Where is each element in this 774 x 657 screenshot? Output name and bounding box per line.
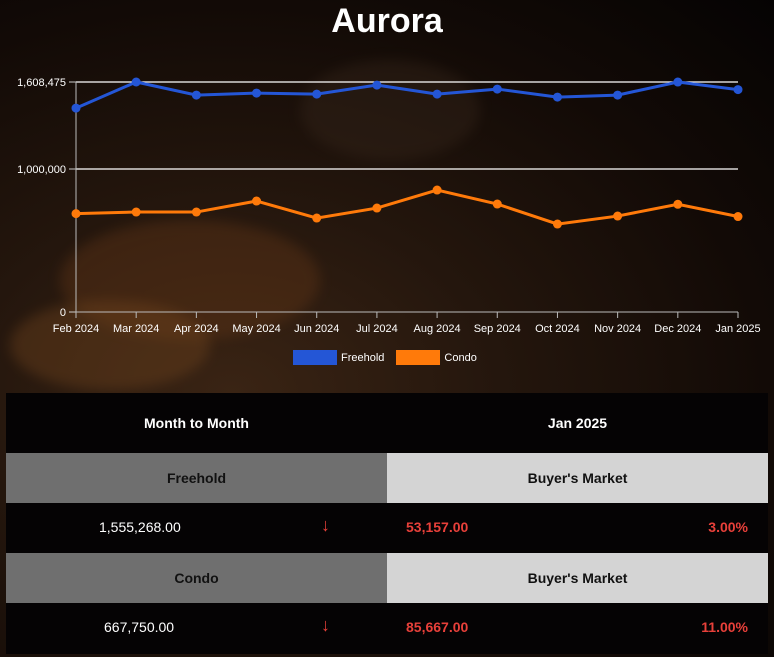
data-point[interactable] — [733, 85, 743, 95]
legend-item-freehold[interactable]: Freehold — [293, 350, 384, 365]
legend-item-condo[interactable]: Condo — [396, 350, 477, 365]
market-status-condo: Buyer's Market — [387, 553, 768, 603]
x-tick-label: Feb 2024 — [53, 323, 99, 335]
line-chart: 0 1,000,000 1,608,475 Feb 2024 Mar 2024 Apr … — [17, 77, 761, 335]
data-point[interactable] — [372, 203, 382, 213]
data-point[interactable] — [432, 185, 442, 195]
percent-change: 11.00% — [701, 619, 748, 635]
legend-label: Freehold — [341, 351, 385, 364]
price-value: 1,555,268.00 — [99, 519, 181, 535]
data-point[interactable] — [613, 90, 623, 100]
background-leaf — [10, 300, 210, 390]
chart-legend: Freehold Condo — [293, 350, 483, 365]
arrow-down-icon: ↓ — [321, 515, 330, 535]
x-tick-label: Sep 2024 — [474, 323, 521, 335]
y-tick-label: 1,608,475 — [17, 77, 66, 89]
x-tick-label: Jun 2024 — [294, 323, 339, 335]
chart-series — [71, 77, 743, 229]
chart-grid: 0 1,000,000 1,608,475 — [17, 77, 738, 319]
price-value: 667,750.00 — [104, 619, 175, 635]
data-point[interactable] — [312, 89, 322, 99]
x-tick-label: Apr 2024 — [174, 323, 219, 335]
data-point[interactable] — [492, 84, 502, 94]
header-period: Jan 2025 — [547, 415, 608, 431]
background-leaf — [60, 220, 320, 340]
market-summary-table: Month to Month Jan 2025 Freehold Buyer's… — [6, 393, 768, 654]
legend-swatch-freehold — [293, 350, 337, 365]
x-tick-label: Jul 2024 — [356, 323, 398, 335]
series-line-freehold — [75, 80, 739, 110]
table-row-freehold: 1,555,268.00 ↓ 53,157.00 3.00% — [6, 503, 768, 553]
arrow-down-icon: ↓ — [321, 615, 330, 635]
background-leaf — [300, 60, 480, 160]
x-tick-label: Aug 2024 — [414, 323, 461, 335]
y-tick-label: 0 — [60, 307, 66, 319]
data-point[interactable] — [191, 207, 201, 217]
x-axis-labels: Feb 2024 Mar 2024 Apr 2024 May 2024 Jun 2024… — [53, 312, 761, 335]
legend-swatch-condo — [396, 350, 441, 365]
change-value: 53,157.00 — [406, 519, 469, 535]
data-point[interactable] — [312, 213, 322, 223]
data-point[interactable] — [552, 219, 562, 229]
section-type-freehold: Freehold — [6, 453, 387, 503]
data-point[interactable] — [492, 199, 502, 209]
x-tick-label: Mar 2024 — [113, 323, 159, 335]
data-point[interactable] — [552, 92, 562, 102]
percent-change: 3.00% — [708, 519, 748, 535]
x-tick-label: Jan 2025 — [715, 323, 760, 335]
data-point[interactable] — [673, 77, 683, 87]
series-line-condo — [75, 188, 739, 226]
data-point[interactable] — [252, 196, 262, 206]
data-point[interactable] — [191, 90, 201, 100]
x-tick-label: Dec 2024 — [654, 323, 701, 335]
page-title: Aurora — [331, 2, 443, 40]
header-month-to-month: Month to Month — [144, 415, 249, 431]
x-tick-label: May 2024 — [232, 323, 280, 335]
data-point[interactable] — [252, 88, 262, 98]
data-point[interactable] — [71, 209, 81, 219]
table-row-condo: 667,750.00 ↓ 85,667.00 11.00% — [6, 603, 768, 653]
x-tick-label: Oct 2024 — [535, 323, 580, 335]
data-point[interactable] — [131, 77, 141, 87]
market-status-freehold: Buyer's Market — [387, 453, 768, 503]
data-point[interactable] — [613, 211, 623, 221]
legend-label: Condo — [444, 351, 477, 364]
change-value: 85,667.00 — [406, 619, 469, 635]
data-point[interactable] — [673, 199, 683, 209]
data-point[interactable] — [733, 212, 743, 222]
data-point[interactable] — [432, 89, 442, 99]
y-tick-label: 1,000,000 — [17, 164, 66, 176]
data-point[interactable] — [372, 80, 382, 90]
data-point[interactable] — [131, 207, 141, 217]
data-point[interactable] — [71, 103, 81, 113]
x-tick-label: Nov 2024 — [594, 323, 641, 335]
section-type-condo: Condo — [6, 553, 387, 603]
